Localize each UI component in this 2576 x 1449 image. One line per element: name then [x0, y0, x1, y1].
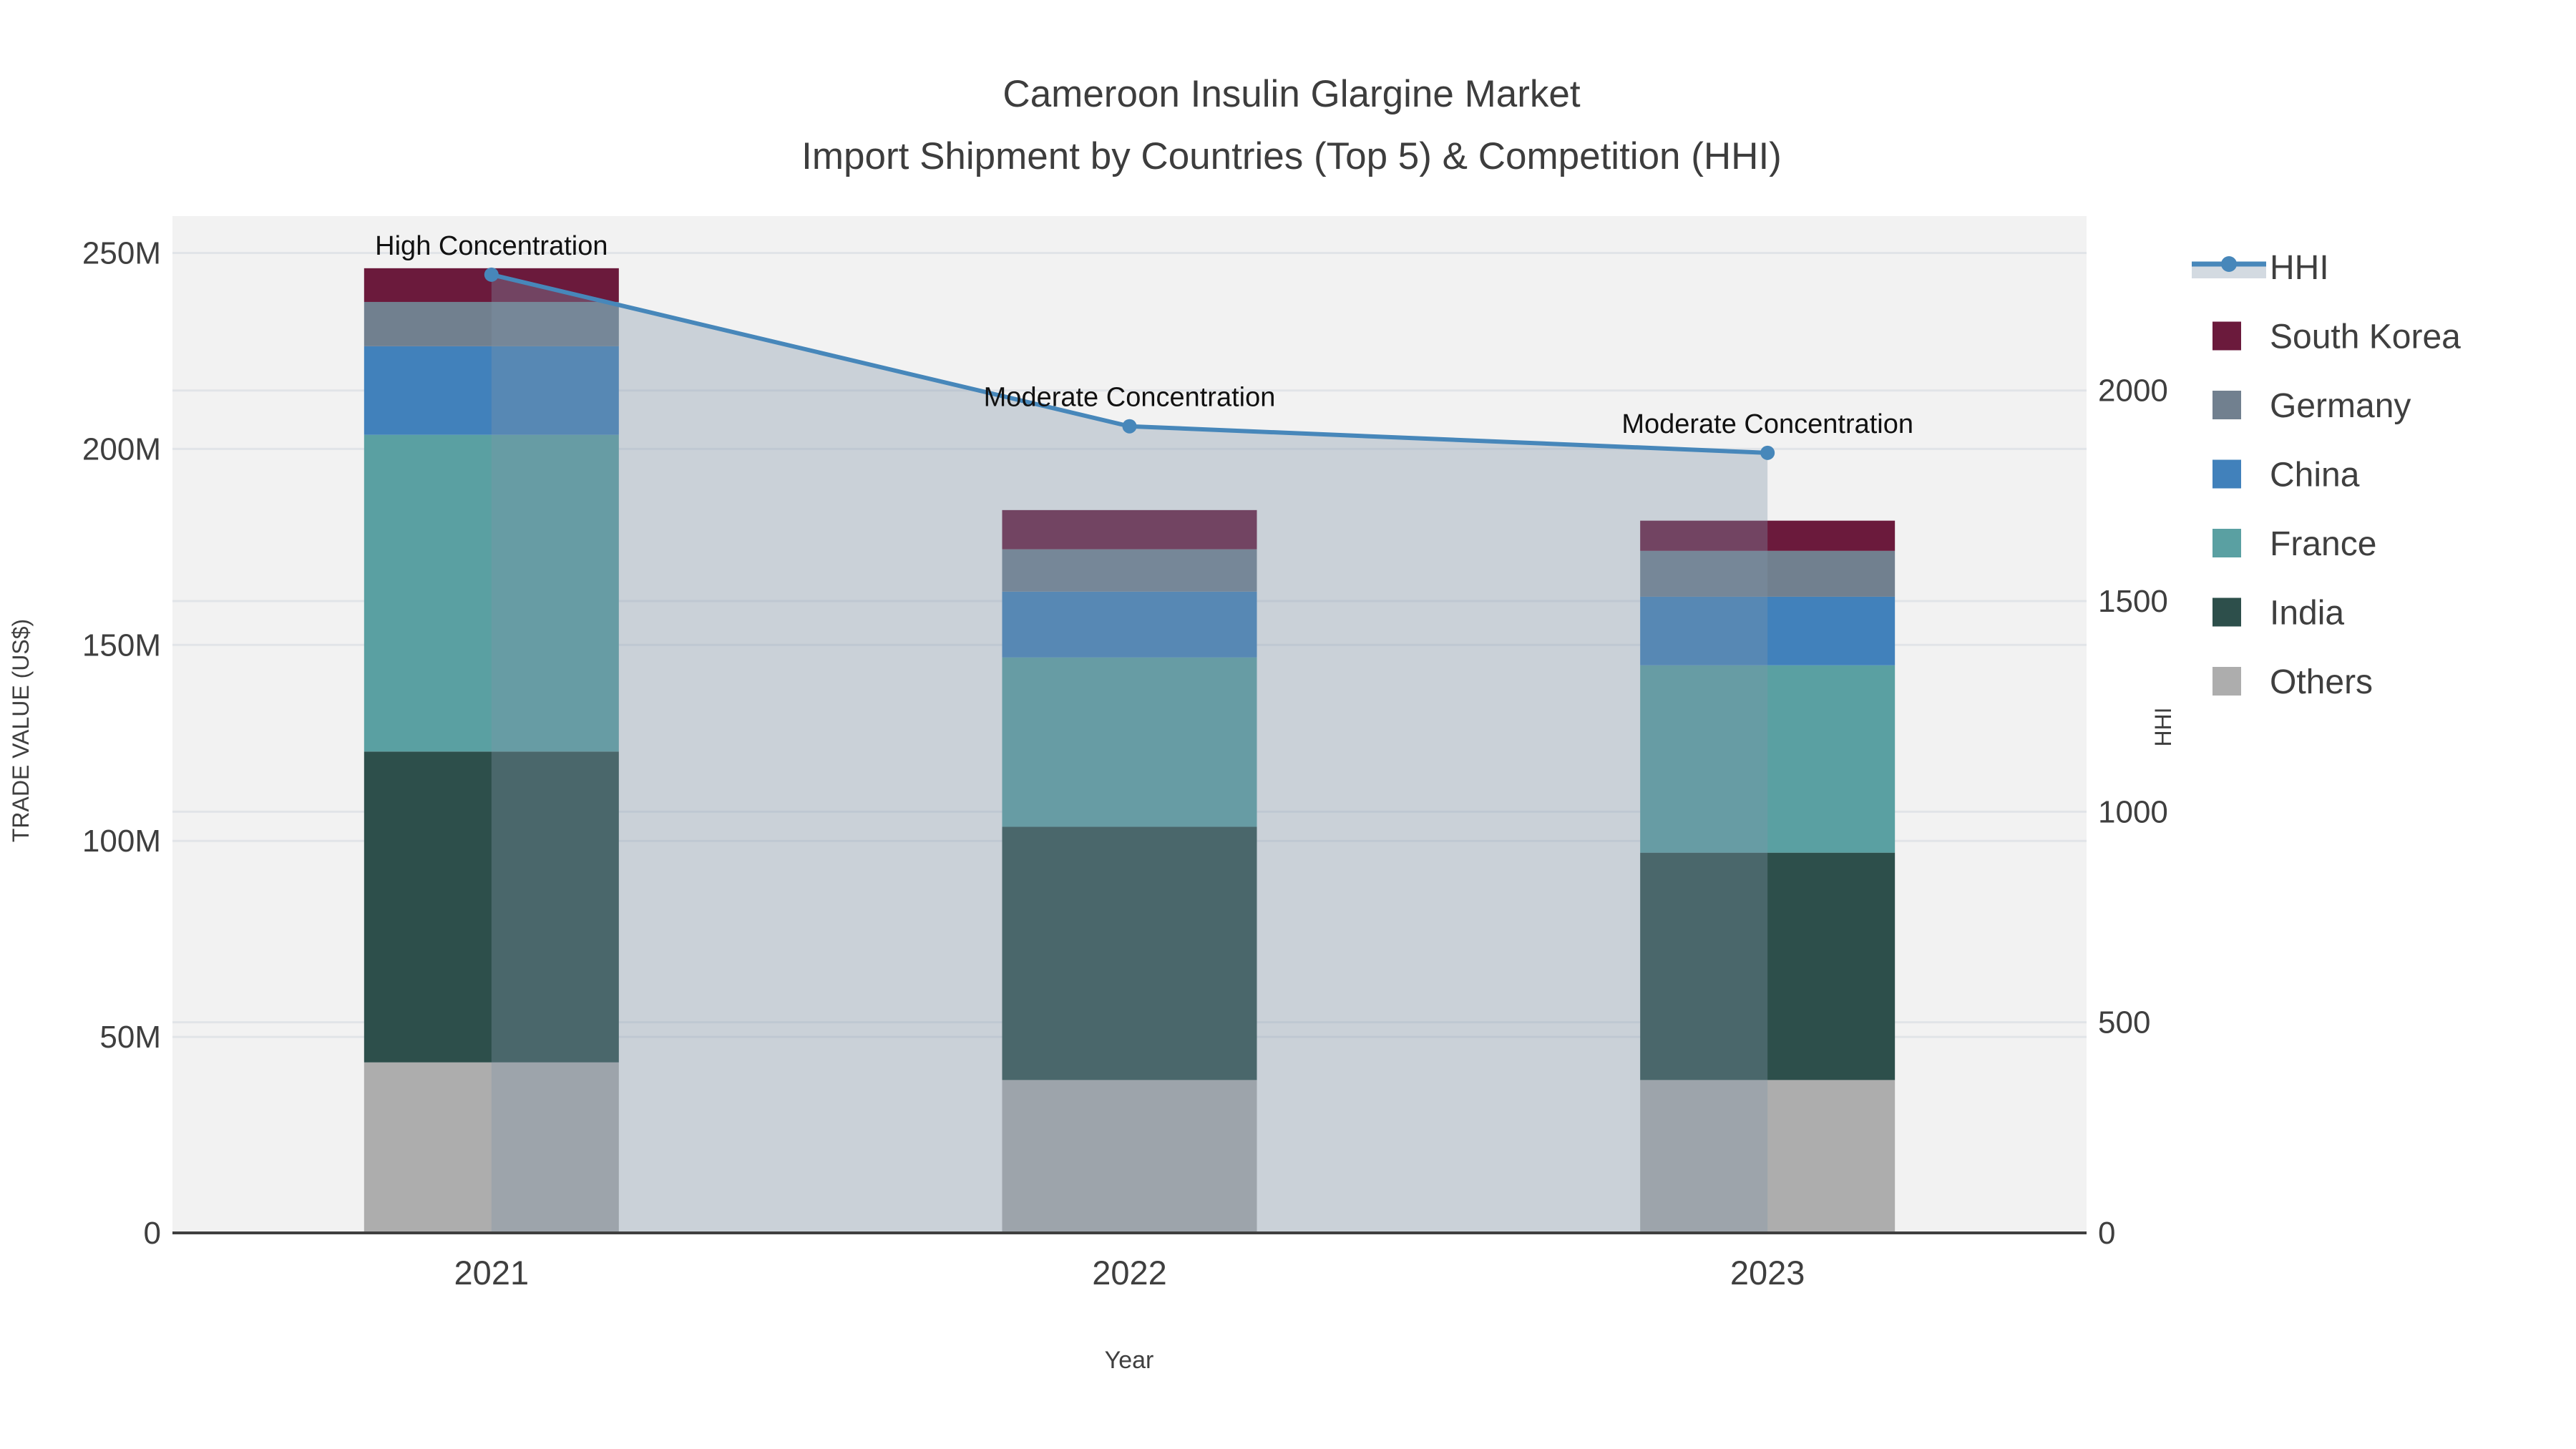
bar-segment-france-2023[interactable] [1640, 665, 1896, 853]
bar-segment-india-2021[interactable] [364, 751, 619, 1063]
hhi-area-layer [491, 274, 1768, 1234]
y-axis-right-ticks: 0 500 1000 1500 2000 [2098, 374, 2168, 1251]
legend-item-india[interactable]: India [2212, 595, 2344, 633]
annotation-layer: High Concentration Moderate Concentration… [375, 231, 1913, 439]
y-left-tick-150M: 150M [82, 628, 161, 663]
y-left-tick-50M: 50M [99, 1020, 161, 1055]
legend-swatch-india [2212, 597, 2241, 627]
hhi-point-2022[interactable] [1122, 419, 1137, 434]
legend-swatch-france [2212, 529, 2241, 557]
legend-swatch-south-korea [2212, 321, 2241, 351]
annotation-moderate-concentration-2023: Moderate Concentration [1621, 409, 1913, 439]
hhi-line-layer [484, 267, 1775, 460]
bar-segment-china-2023[interactable] [1640, 596, 1896, 665]
legend-swatch-germany [2212, 391, 2241, 419]
y-axis-left-title: TRADE VALUE (US$) [8, 619, 34, 842]
y-left-tick-200M: 200M [82, 431, 161, 467]
legend-hhi-marker [2221, 256, 2237, 272]
legend-item-germany[interactable]: Germany [2212, 387, 2411, 425]
bar-segment-south-korea-2022[interactable] [1002, 509, 1257, 550]
bar-layer [364, 268, 1896, 1233]
y-left-tick-100M: 100M [82, 824, 161, 859]
annotation-moderate-concentration-2022: Moderate Concentration [984, 383, 1276, 413]
bar-segment-germany-2021[interactable] [364, 301, 619, 346]
legend-label-india: India [2270, 595, 2344, 633]
legend-item-south-korea[interactable]: South Korea [2212, 318, 2461, 356]
bar-segment-india-2022[interactable] [1002, 826, 1257, 1080]
x-tick-2023: 2023 [1730, 1254, 1805, 1292]
bar-segment-others-2021[interactable] [364, 1062, 619, 1233]
y-left-tick-250M: 250M [82, 235, 161, 270]
legend-swatch-china [2212, 459, 2241, 489]
legend-swatch-others [2212, 667, 2241, 696]
y-left-tick-0: 0 [144, 1216, 161, 1251]
bar-segment-france-2021[interactable] [364, 434, 619, 752]
bar-segment-china-2022[interactable] [1002, 591, 1257, 658]
legend-label-others: Others [2270, 663, 2373, 701]
bar-segment-india-2023[interactable] [1640, 852, 1896, 1080]
x-axis-title: Year [1105, 1347, 1154, 1374]
legend-label-south-korea: South Korea [2270, 318, 2461, 356]
hhi-area-fill [491, 274, 1768, 1234]
y-right-tick-500: 500 [2098, 1005, 2150, 1040]
legend-item-hhi[interactable]: HHI [2192, 249, 2329, 287]
annotation-high-concentration-2021: High Concentration [375, 231, 608, 261]
hhi-point-2021[interactable] [484, 267, 499, 282]
legend: HHI South Korea Germany China France India Oth… [2192, 249, 2461, 701]
bar-segment-germany-2022[interactable] [1002, 549, 1257, 592]
y-right-tick-0: 0 [2098, 1216, 2115, 1251]
legend-label-germany: Germany [2270, 387, 2411, 425]
bar-segment-others-2023[interactable] [1640, 1080, 1896, 1233]
legend-label-hhi: HHI [2270, 249, 2329, 287]
x-tick-2021: 2021 [454, 1254, 530, 1292]
bar-segment-france-2022[interactable] [1002, 657, 1257, 827]
x-axis-ticks: 2021 2022 2023 [454, 1254, 1805, 1292]
hhi-point-2023[interactable] [1760, 445, 1775, 460]
bar-segment-others-2022[interactable] [1002, 1080, 1257, 1233]
y-axis-right-title: HHI [2150, 707, 2176, 746]
legend-item-china[interactable]: China [2212, 457, 2360, 494]
y-right-tick-1500: 1500 [2098, 584, 2168, 619]
legend-item-others[interactable]: Others [2212, 663, 2373, 701]
legend-label-france: France [2270, 525, 2376, 563]
legend-label-china: China [2270, 457, 2360, 494]
x-tick-2022: 2022 [1092, 1254, 1167, 1292]
chart-title-line2: Import Shipment by Countries (Top 5) & C… [801, 135, 1782, 177]
bar-segment-south-korea-2023[interactable] [1640, 520, 1896, 551]
y-right-tick-1000: 1000 [2098, 794, 2168, 829]
chart-title-line1: Cameroon Insulin Glargine Market [1002, 73, 1580, 115]
bar-segment-germany-2023[interactable] [1640, 550, 1896, 597]
legend-item-france[interactable]: France [2212, 525, 2376, 563]
y-axis-left-ticks: 0 50M 100M 150M 200M 250M [82, 235, 161, 1251]
bar-segment-china-2021[interactable] [364, 346, 619, 435]
y-right-tick-2000: 2000 [2098, 374, 2168, 409]
